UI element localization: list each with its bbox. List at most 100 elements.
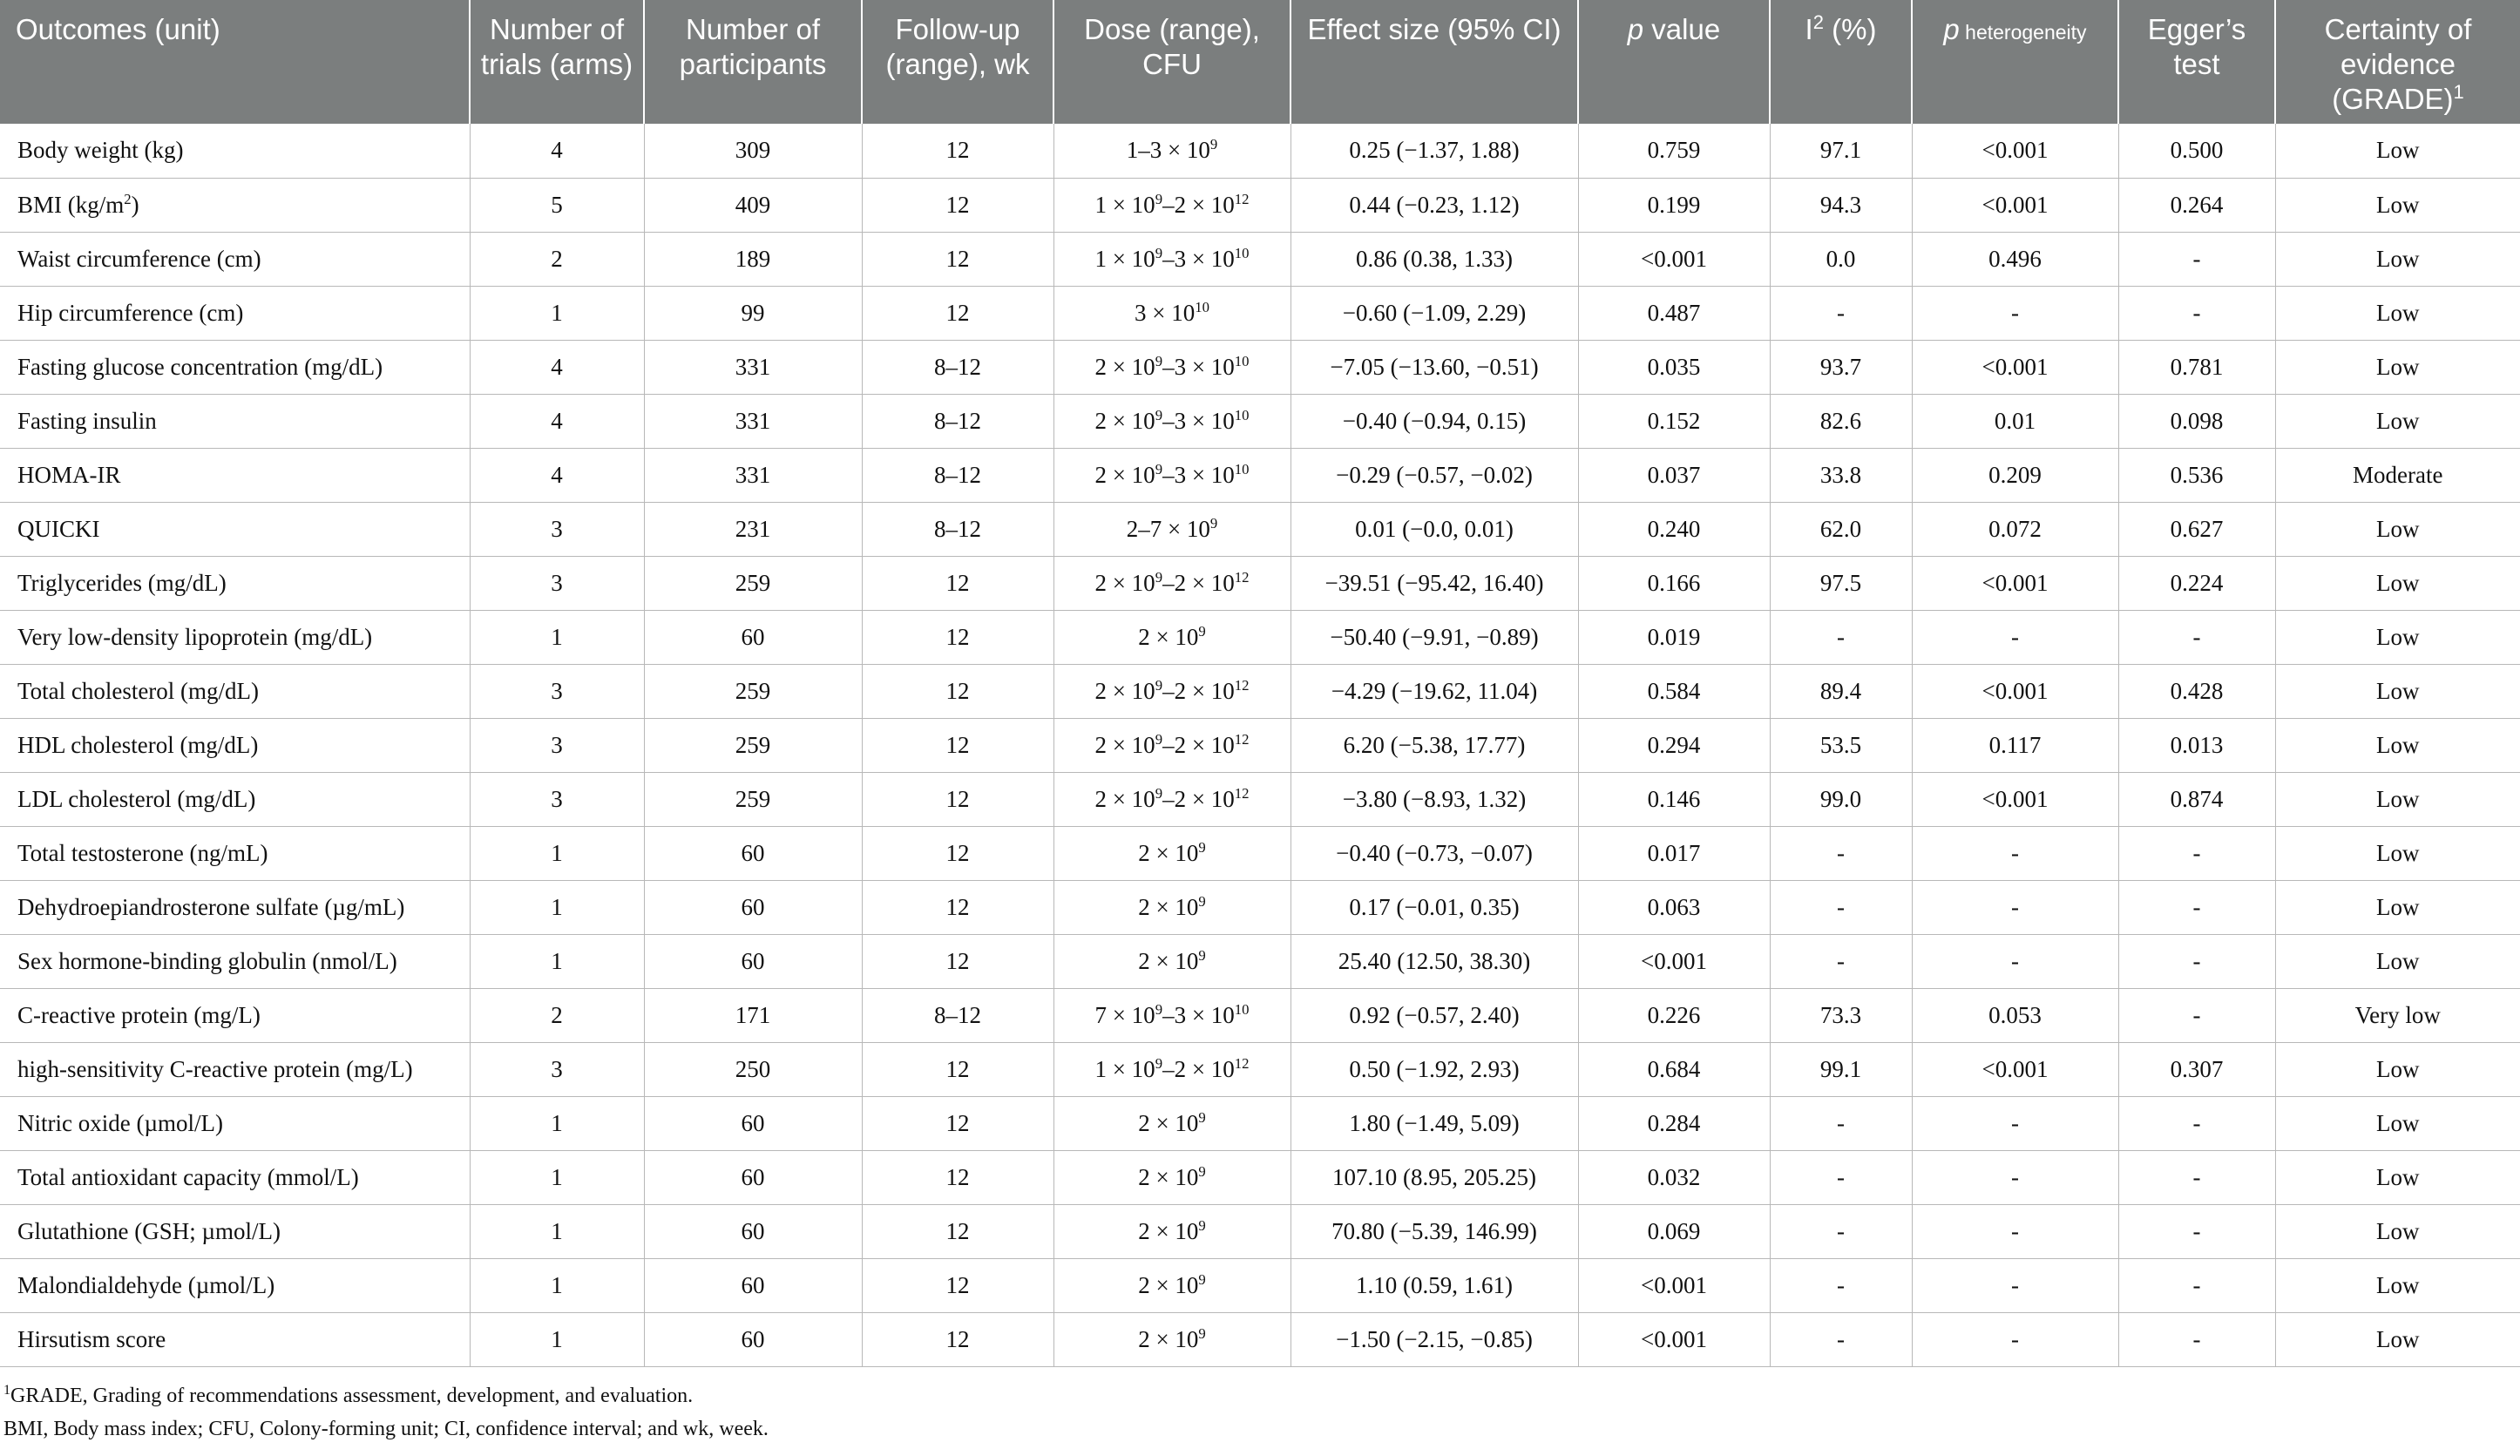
cell-dose: 2 × 109 bbox=[1053, 934, 1291, 989]
cell-i2: 62.0 bbox=[1770, 502, 1913, 557]
cell-trials: 1 bbox=[470, 286, 645, 341]
cell-participants: 99 bbox=[644, 286, 863, 341]
cell-outcome: Hip circumference (cm) bbox=[0, 286, 471, 341]
cell-participants: 60 bbox=[644, 826, 863, 881]
cell-p-value: 0.284 bbox=[1578, 1096, 1771, 1151]
cell-i2: 97.5 bbox=[1770, 556, 1913, 611]
cell-followup: 8–12 bbox=[862, 502, 1054, 557]
results-table: Outcomes (unit) Number of trials (arms) … bbox=[0, 0, 2520, 1367]
cell-p-value: 0.684 bbox=[1578, 1042, 1771, 1097]
cell-p-heterogeneity: - bbox=[1912, 826, 2119, 881]
cell-i2: - bbox=[1770, 826, 1913, 881]
cell-followup: 8–12 bbox=[862, 448, 1054, 503]
cell-egger: - bbox=[2118, 934, 2276, 989]
cell-certainty: Low bbox=[2275, 1204, 2520, 1259]
cell-participants: 331 bbox=[644, 394, 863, 449]
footnote-grade-text: GRADE, Grading of recommendations assess… bbox=[10, 1384, 694, 1407]
cell-outcome: QUICKI bbox=[0, 502, 471, 557]
cell-egger: - bbox=[2118, 1204, 2276, 1259]
cell-p-heterogeneity: - bbox=[1912, 1258, 2119, 1313]
header-effect-text: Effect size (95% CI) bbox=[1307, 13, 1561, 45]
table-row: Nitric oxide (µmol/L) 1 60 12 2 × 109 1.80 (−… bbox=[0, 1096, 2520, 1151]
cell-trials: 4 bbox=[470, 340, 645, 395]
cell-participants: 171 bbox=[644, 988, 863, 1043]
cell-p-value: 0.037 bbox=[1578, 448, 1771, 503]
cell-outcome: Glutathione (GSH; µmol/L) bbox=[0, 1204, 471, 1259]
header-i2-base: I bbox=[1805, 13, 1813, 45]
cell-dose: 2 × 109 bbox=[1053, 880, 1291, 935]
header-trials: Number of trials (arms) bbox=[470, 0, 645, 124]
header-i2-sup: 2 bbox=[1812, 11, 1824, 33]
cell-trials: 5 bbox=[470, 178, 645, 233]
table-row: Total testosterone (ng/mL) 1 60 12 2 × 109 −0… bbox=[0, 826, 2520, 881]
table-row: Fasting insulin 4 331 8–12 2 × 109–3 × 1010−… bbox=[0, 394, 2520, 449]
table-row: Triglycerides (mg/dL) 3 259 12 2 × 109–2 × 1… bbox=[0, 556, 2520, 611]
cell-dose: 2 × 109–2 × 1012 bbox=[1053, 718, 1291, 773]
cell-followup: 12 bbox=[862, 1312, 1054, 1367]
cell-effect-size: 0.17 (−0.01, 0.35) bbox=[1290, 880, 1579, 935]
cell-trials: 2 bbox=[470, 232, 645, 287]
cell-p-value: 0.069 bbox=[1578, 1204, 1771, 1259]
cell-i2: - bbox=[1770, 1312, 1913, 1367]
cell-egger: 0.536 bbox=[2118, 448, 2276, 503]
cell-egger: 0.500 bbox=[2118, 124, 2276, 179]
cell-egger: - bbox=[2118, 232, 2276, 287]
table-row: Very low-density lipoprotein (mg/dL) 1 60 1… bbox=[0, 610, 2520, 665]
cell-i2: - bbox=[1770, 610, 1913, 665]
cell-effect-size: 25.40 (12.50, 38.30) bbox=[1290, 934, 1579, 989]
cell-certainty: Low bbox=[2275, 286, 2520, 341]
cell-p-heterogeneity: - bbox=[1912, 880, 2119, 935]
cell-effect-size: −0.60 (−1.09, 2.29) bbox=[1290, 286, 1579, 341]
cell-i2: 73.3 bbox=[1770, 988, 1913, 1043]
cell-certainty: Low bbox=[2275, 1096, 2520, 1151]
cell-p-value: <0.001 bbox=[1578, 934, 1771, 989]
cell-trials: 3 bbox=[470, 1042, 645, 1097]
header-outcomes-text: Outcomes (unit) bbox=[16, 13, 220, 45]
cell-p-heterogeneity: 0.117 bbox=[1912, 718, 2119, 773]
cell-followup: 8–12 bbox=[862, 988, 1054, 1043]
cell-trials: 1 bbox=[470, 1258, 645, 1313]
cell-followup: 8–12 bbox=[862, 394, 1054, 449]
header-p-value: p value bbox=[1578, 0, 1771, 124]
cell-p-value: 0.240 bbox=[1578, 502, 1771, 557]
header-effect-size: Effect size (95% CI) bbox=[1290, 0, 1579, 124]
cell-p-value: 0.035 bbox=[1578, 340, 1771, 395]
header-followup-text: Follow-up (range), wk bbox=[885, 13, 1030, 80]
cell-certainty: Low bbox=[2275, 178, 2520, 233]
cell-participants: 60 bbox=[644, 1096, 863, 1151]
cell-p-heterogeneity: - bbox=[1912, 934, 2119, 989]
cell-participants: 409 bbox=[644, 178, 863, 233]
table-row: Dehydroepiandrosterone sulfate (µg/mL) 1 6… bbox=[0, 880, 2520, 935]
footnote-abbreviations: BMI, Body mass index; CFU, Colony-formin… bbox=[3, 1417, 769, 1440]
cell-outcome: Very low-density lipoprotein (mg/dL) bbox=[0, 610, 471, 665]
cell-trials: 1 bbox=[470, 880, 645, 935]
cell-dose: 2 × 109–3 × 1010 bbox=[1053, 394, 1291, 449]
cell-outcome: high-sensitivity C-reactive protein (mg/… bbox=[0, 1042, 471, 1097]
cell-trials: 1 bbox=[470, 934, 645, 989]
cell-p-heterogeneity: 0.01 bbox=[1912, 394, 2119, 449]
header-i2: I2 (%) bbox=[1770, 0, 1913, 124]
cell-outcome: Fasting insulin bbox=[0, 394, 471, 449]
cell-followup: 12 bbox=[862, 1258, 1054, 1313]
cell-egger: - bbox=[2118, 286, 2276, 341]
cell-i2: 97.1 bbox=[1770, 124, 1913, 179]
cell-certainty: Low bbox=[2275, 556, 2520, 611]
cell-effect-size: 1.10 (0.59, 1.61) bbox=[1290, 1258, 1579, 1313]
cell-egger: - bbox=[2118, 1258, 2276, 1313]
cell-effect-size: −3.80 (−8.93, 1.32) bbox=[1290, 772, 1579, 827]
cell-followup: 12 bbox=[862, 232, 1054, 287]
cell-outcome: Total antioxidant capacity (mmol/L) bbox=[0, 1150, 471, 1205]
cell-p-heterogeneity: 0.072 bbox=[1912, 502, 2119, 557]
cell-certainty: Low bbox=[2275, 610, 2520, 665]
cell-egger: 0.224 bbox=[2118, 556, 2276, 611]
cell-outcome: Body weight (kg) bbox=[0, 124, 471, 179]
header-dose-text: Dose (range), CFU bbox=[1084, 13, 1260, 80]
cell-dose: 2 × 109 bbox=[1053, 1096, 1291, 1151]
cell-p-value: 0.146 bbox=[1578, 772, 1771, 827]
cell-effect-size: −39.51 (−95.42, 16.40) bbox=[1290, 556, 1579, 611]
cell-participants: 60 bbox=[644, 610, 863, 665]
cell-p-heterogeneity: <0.001 bbox=[1912, 124, 2119, 179]
cell-egger: - bbox=[2118, 1312, 2276, 1367]
cell-effect-size: 0.25 (−1.37, 1.88) bbox=[1290, 124, 1579, 179]
cell-dose: 2 × 109 bbox=[1053, 610, 1291, 665]
